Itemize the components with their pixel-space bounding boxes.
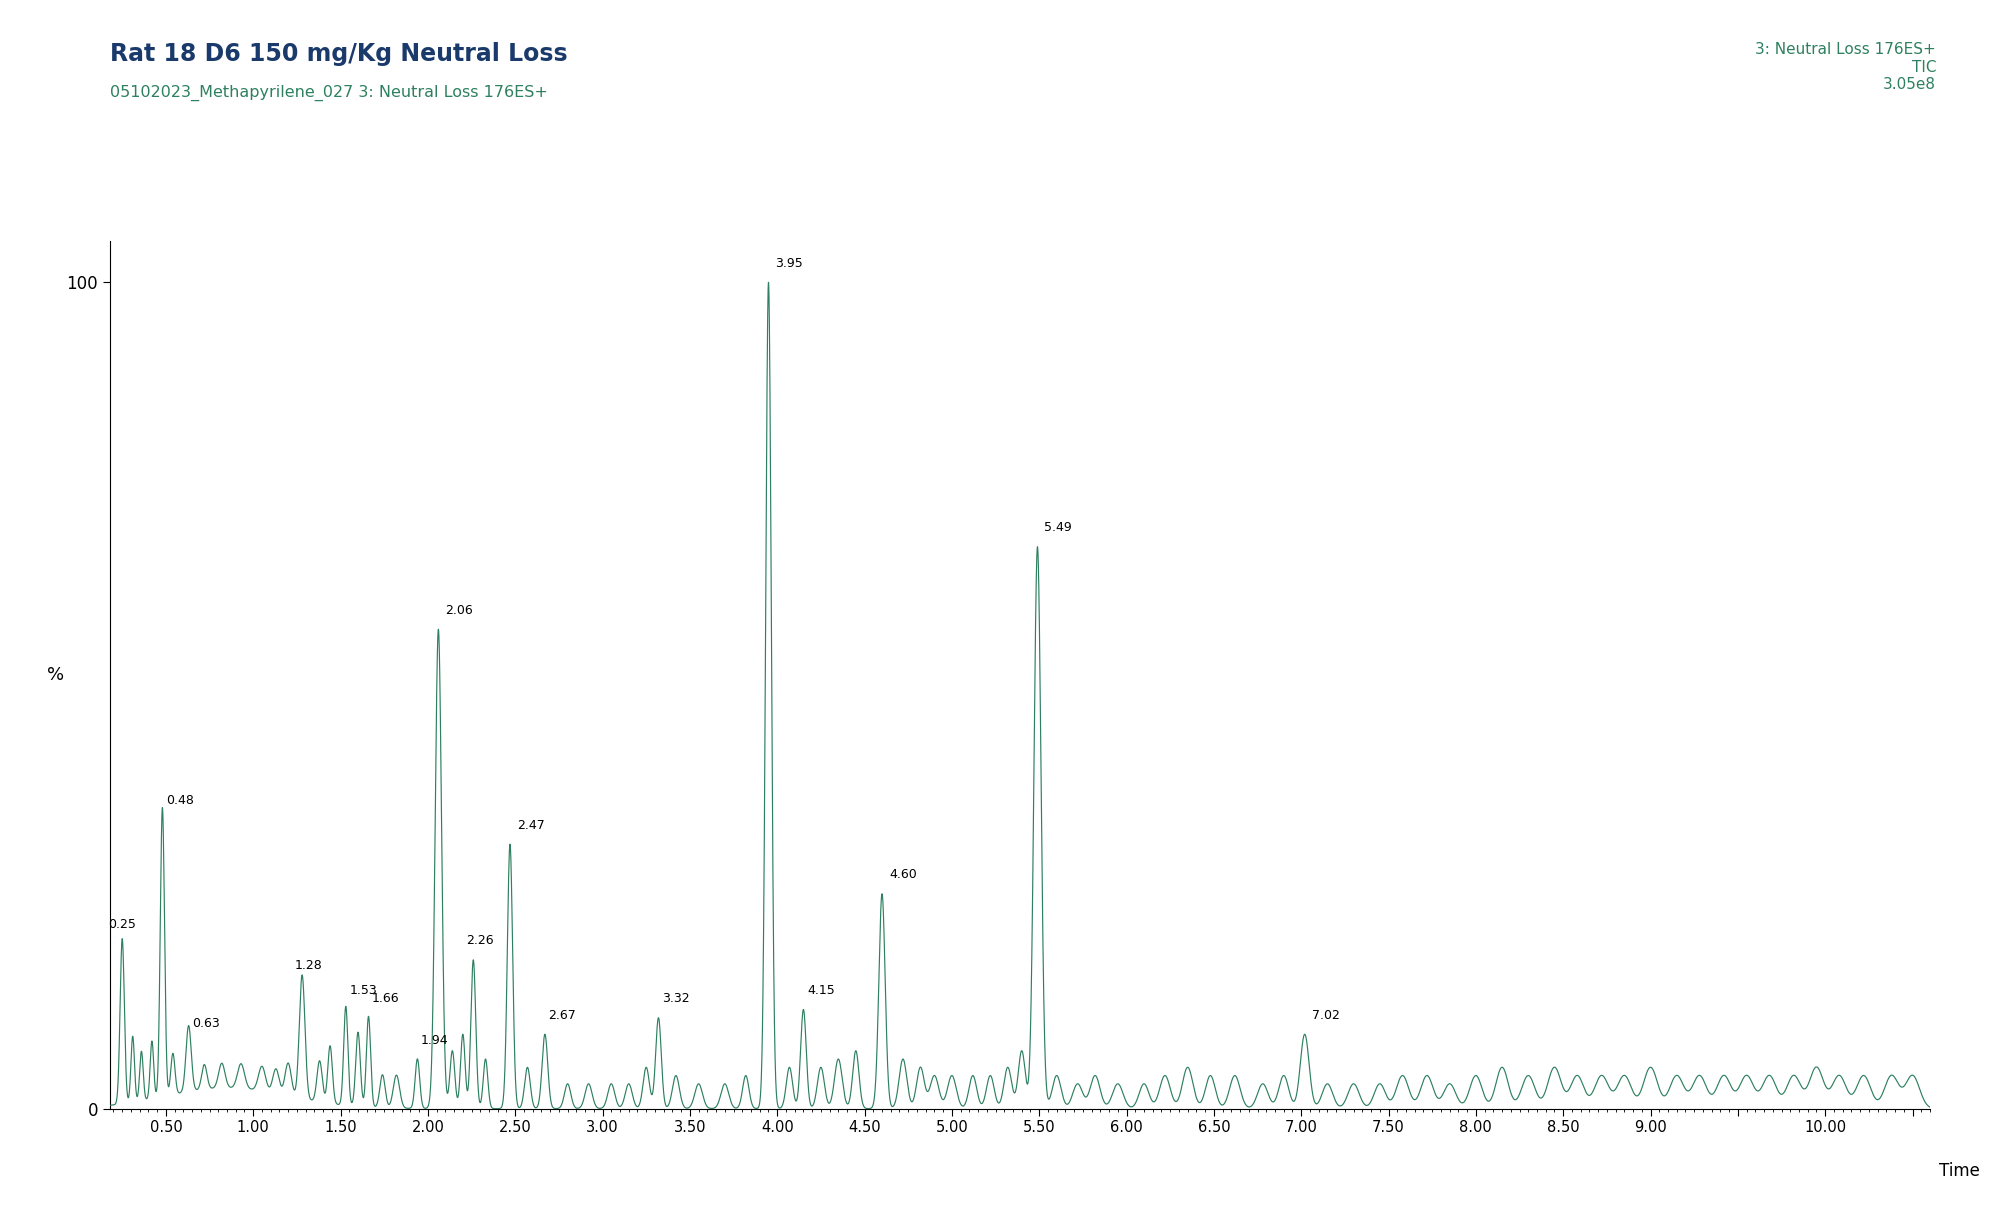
Text: 2.67: 2.67 [548, 1009, 576, 1022]
Text: Rat 18 D6 150 mg/Kg Neutral Loss: Rat 18 D6 150 mg/Kg Neutral Loss [110, 42, 568, 66]
Text: 5.49: 5.49 [1044, 522, 1072, 534]
Text: 1.66: 1.66 [372, 992, 400, 1005]
Text: 1.94: 1.94 [420, 1034, 448, 1047]
Text: 2.06: 2.06 [446, 604, 474, 617]
Text: 2.47: 2.47 [516, 818, 544, 831]
Y-axis label: %: % [46, 666, 64, 683]
Text: 4.60: 4.60 [890, 869, 916, 881]
Text: 4.15: 4.15 [806, 984, 834, 997]
Text: Time: Time [1938, 1163, 1980, 1181]
Text: 3.32: 3.32 [662, 992, 690, 1005]
Text: 1.53: 1.53 [350, 984, 378, 997]
Text: 3: Neutral Loss 176ES+
TIC
3.05e8: 3: Neutral Loss 176ES+ TIC 3.05e8 [1756, 42, 1936, 92]
Text: 0.25: 0.25 [108, 918, 136, 931]
Text: 0.63: 0.63 [192, 1017, 220, 1030]
Text: 7.02: 7.02 [1312, 1009, 1340, 1022]
Text: 3.95: 3.95 [776, 257, 804, 270]
Text: 0.48: 0.48 [166, 794, 194, 807]
Text: 05102023_Methapyrilene_027 3: Neutral Loss 176ES+: 05102023_Methapyrilene_027 3: Neutral Lo… [110, 84, 548, 100]
Text: 2.26: 2.26 [466, 934, 494, 947]
Text: 1.28: 1.28 [296, 959, 322, 972]
